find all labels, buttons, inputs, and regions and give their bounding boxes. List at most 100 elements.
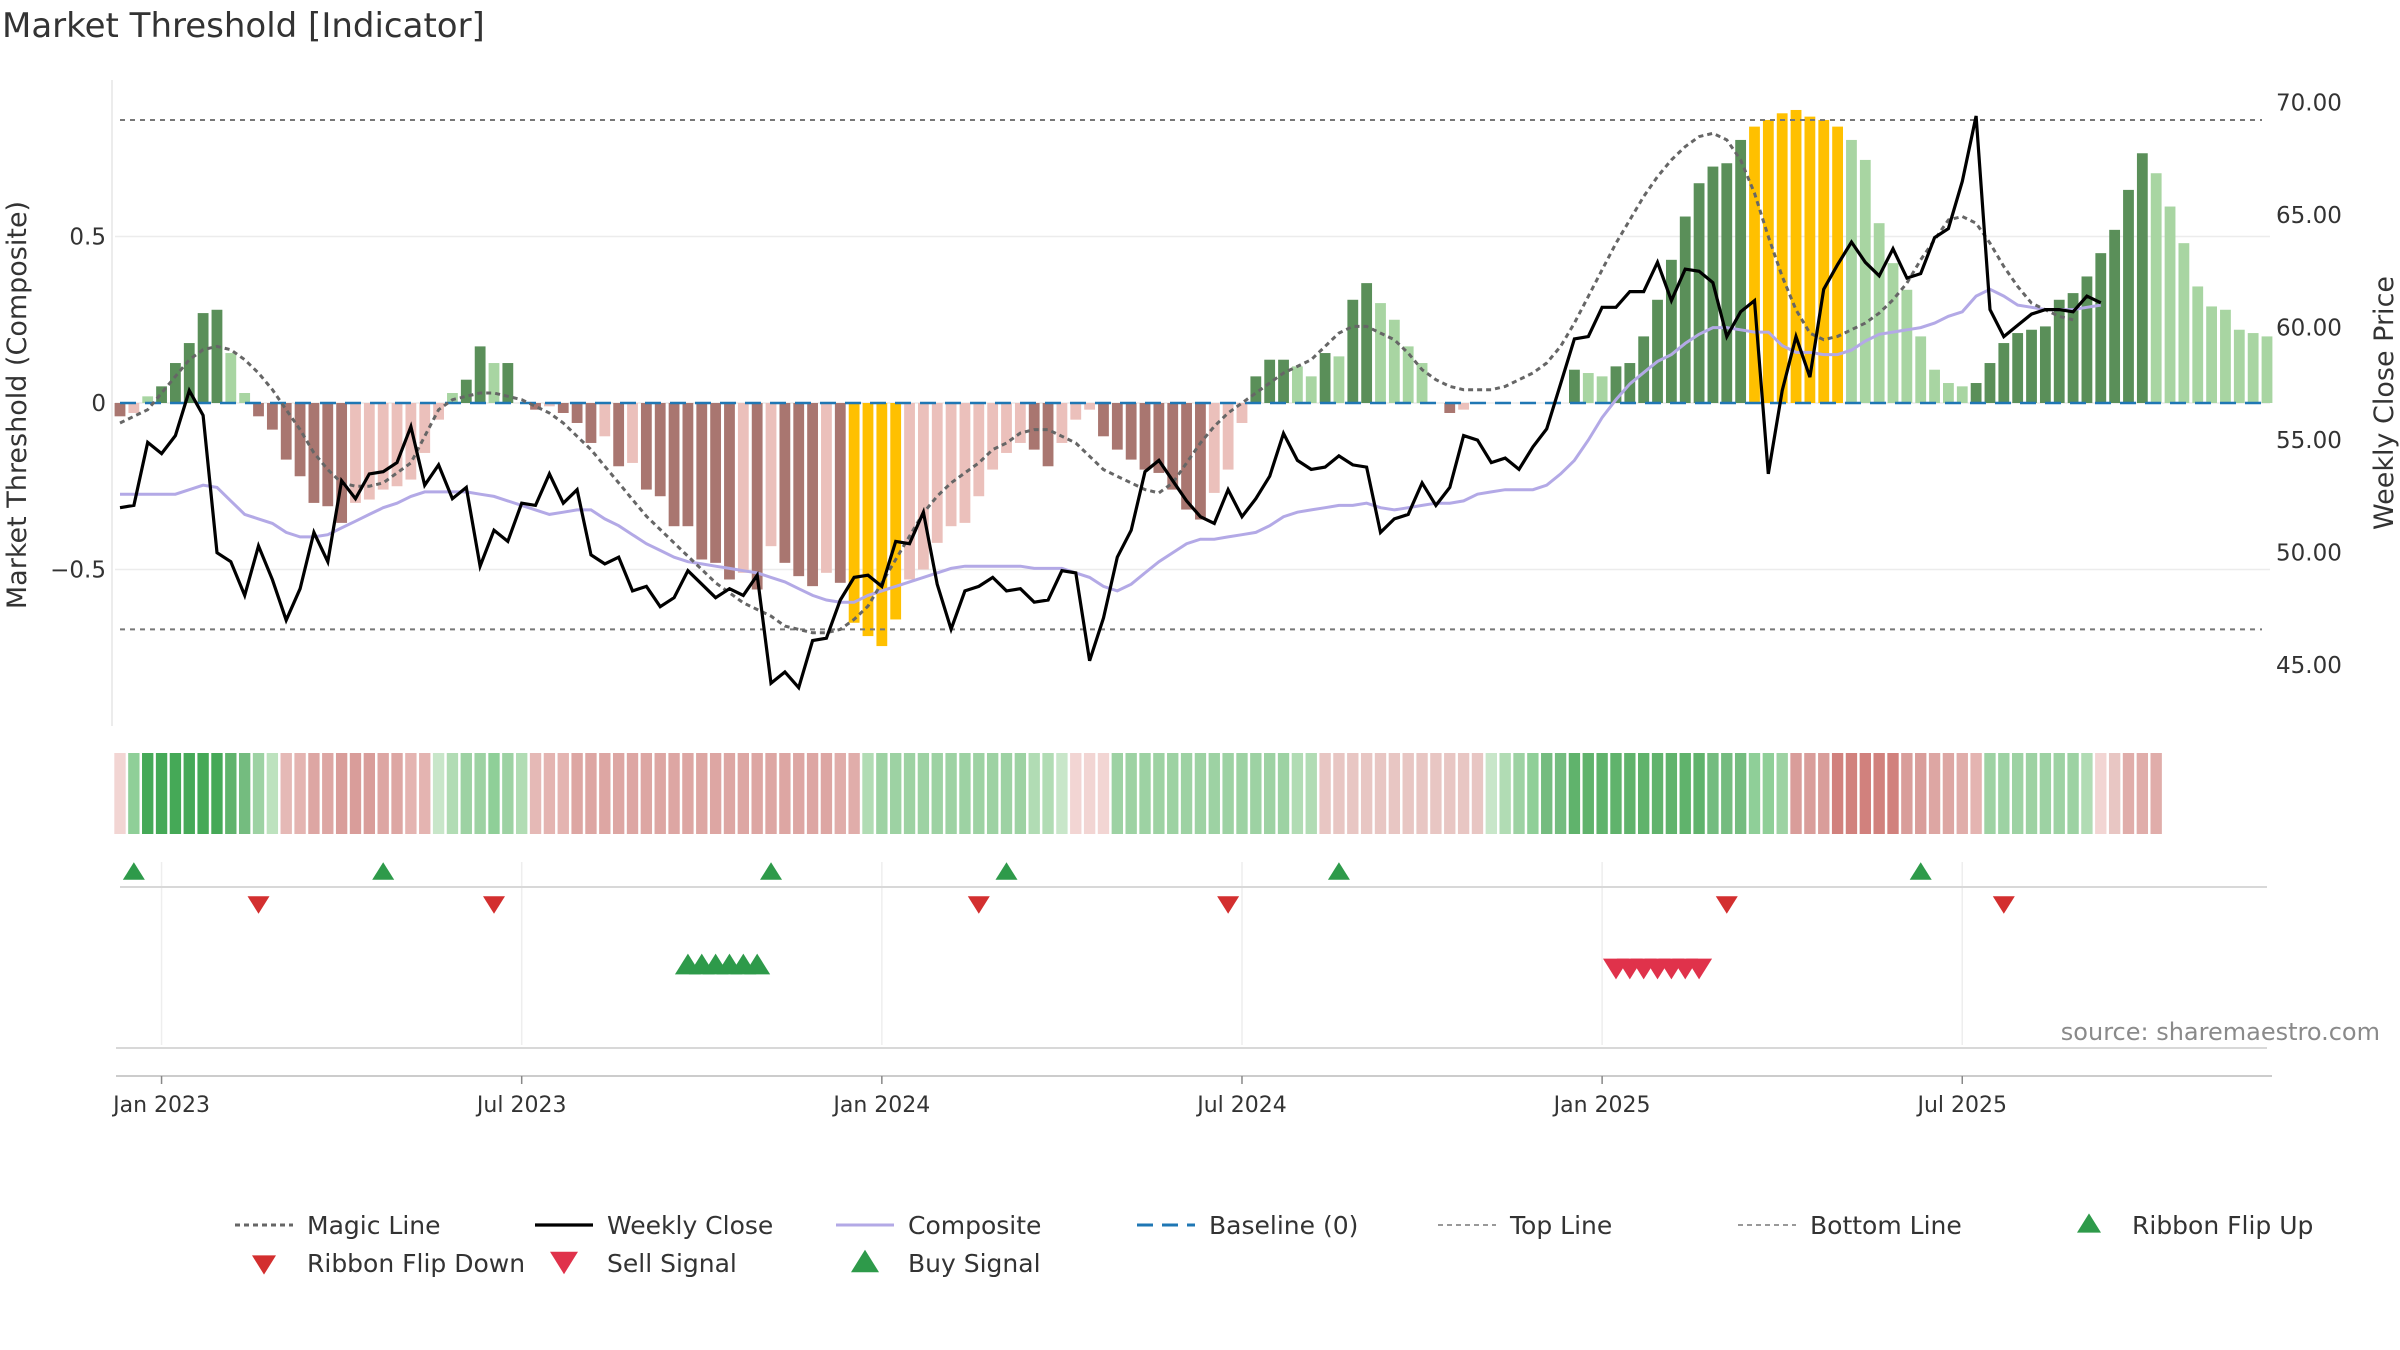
composite-bars xyxy=(114,109,2273,647)
ribbon-cell-18 xyxy=(363,753,376,834)
legend-label-bottom: Bottom Line xyxy=(1810,1211,1962,1240)
ribbon-cell-60 xyxy=(945,753,957,834)
composite-bar-74 xyxy=(1139,403,1151,470)
ribbon-cell-98 xyxy=(1471,753,1484,834)
ribbon-cell-2 xyxy=(142,753,154,834)
composite-bar-111 xyxy=(1652,299,1663,403)
composite-bar-130 xyxy=(1915,336,1927,403)
y-tick-label-0: 0.5 xyxy=(69,225,106,251)
composite-bar-54 xyxy=(862,403,874,637)
ribbon-cell-124 xyxy=(1831,753,1844,834)
composite-bar-96 xyxy=(1444,403,1456,413)
magic-line xyxy=(119,131,2074,635)
ribbon-cell-79 xyxy=(1208,753,1220,834)
ribbon-cell-85 xyxy=(1291,753,1304,834)
ribbon-cell-62 xyxy=(973,753,985,834)
x-axis: Jan 2023 Jul 2023 Jan 2024 Jul 2024 Jan 2025… xyxy=(111,1075,2272,1118)
composite-bar-17 xyxy=(350,403,361,503)
ribbon-cell-111 xyxy=(1651,753,1664,834)
composite-bar-105 xyxy=(1569,369,1580,403)
ribbon-cell-104 xyxy=(1554,753,1567,834)
composite-bar-107 xyxy=(1596,376,1608,403)
ribbon-cell-36 xyxy=(612,753,625,834)
composite-bar-73 xyxy=(1125,403,1137,460)
composite-bar-63 xyxy=(987,403,999,470)
legend-label-close: Weekly Close xyxy=(607,1211,773,1240)
ribbon-cell-29 xyxy=(516,753,528,834)
ribbon-cell-0 xyxy=(114,753,126,834)
composite-bar-71 xyxy=(1098,403,1109,437)
composite-bar-35 xyxy=(599,403,611,437)
composite-bar-148 xyxy=(2164,206,2176,403)
ribbon-cell-71 xyxy=(1097,753,1110,834)
composite-bar-55 xyxy=(876,403,888,647)
composite-bar-19 xyxy=(377,403,389,490)
composite-bar-57 xyxy=(904,403,915,580)
ribbon-cell-143 xyxy=(2095,753,2107,834)
legend-label-flip_up: Ribbon Flip Up xyxy=(2132,1211,2313,1240)
ribbon-cell-147 xyxy=(2150,753,2162,834)
composite-bar-122 xyxy=(1804,116,1816,403)
composite-bar-144 xyxy=(2109,229,2121,403)
ribbon-cell-67 xyxy=(1042,753,1054,834)
composite-bar-20 xyxy=(391,403,403,487)
ribbon-cell-122 xyxy=(1804,753,1816,834)
ribbon-cell-52 xyxy=(834,753,846,834)
ribbon-cell-112 xyxy=(1665,753,1678,834)
ribbon-cell-76 xyxy=(1167,753,1179,834)
ribbon-cell-24 xyxy=(446,753,459,834)
legend-item-magic: Magic Line xyxy=(235,1211,441,1240)
composite-bar-82 xyxy=(1250,376,1262,403)
legend-item-sell: Sell Signal xyxy=(550,1249,737,1278)
composite-bar-8 xyxy=(225,353,237,403)
ribbon-cell-119 xyxy=(1762,753,1775,834)
composite-bar-39 xyxy=(654,403,666,497)
ribbon-cell-42 xyxy=(696,753,708,834)
composite-bar-72 xyxy=(1111,403,1123,450)
ribbon-cell-74 xyxy=(1139,753,1151,834)
ribbon-cell-1 xyxy=(128,753,140,834)
ribbon-cell-3 xyxy=(155,753,168,834)
y-axis-label-left: Market Threshold (Composite) xyxy=(2,201,33,609)
legend-item-flip_up: Ribbon Flip Up xyxy=(2077,1211,2313,1240)
ribbon-cell-38 xyxy=(640,753,653,834)
composite-bar-36 xyxy=(613,403,625,467)
composite-bar-147 xyxy=(2150,173,2162,403)
ribbon-cell-41 xyxy=(682,753,694,834)
ribbon-cell-96 xyxy=(1444,753,1456,834)
legend-label-buy: Buy Signal xyxy=(908,1249,1041,1278)
composite-bar-10 xyxy=(253,403,264,417)
composite-bar-27 xyxy=(488,363,500,403)
ribbon-cell-56 xyxy=(890,753,902,834)
ribbon-cell-70 xyxy=(1083,753,1096,834)
composite-bar-84 xyxy=(1278,359,1289,403)
ribbon-cell-97 xyxy=(1457,753,1470,834)
composite-bar-143 xyxy=(2095,253,2107,403)
ribbon-cell-140 xyxy=(2053,753,2065,834)
flip-panel xyxy=(120,862,2267,1045)
ribbon-cell-103 xyxy=(1541,753,1553,834)
ribbon-cell-73 xyxy=(1125,753,1137,834)
ribbon-cell-80 xyxy=(1222,753,1234,834)
composite-bar-48 xyxy=(779,403,791,563)
ribbon-cell-20 xyxy=(391,753,403,834)
ribbon-cell-93 xyxy=(1402,753,1414,834)
y2-tick-label-1: 65.00 xyxy=(2276,203,2342,229)
composite-bar-3 xyxy=(156,386,167,403)
legend-label-flip_down: Ribbon Flip Down xyxy=(307,1249,525,1278)
composite-bar-116 xyxy=(1721,163,1733,403)
ribbon-cell-40 xyxy=(668,753,680,834)
composite-bar-155 xyxy=(2261,336,2273,403)
ribbon-flip-up-0 xyxy=(122,862,145,880)
composite-bar-65 xyxy=(1014,403,1026,443)
composite-bar-80 xyxy=(1222,403,1234,470)
y-tick-label-1: 0 xyxy=(91,391,106,417)
composite-bar-5 xyxy=(183,343,195,403)
ribbon-flip-up-3 xyxy=(995,862,1018,880)
composite-bar-137 xyxy=(2012,333,2024,403)
composite-bar-93 xyxy=(1402,346,1414,403)
composite-bar-60 xyxy=(945,403,957,527)
composite-bar-45 xyxy=(737,403,749,573)
ribbon-cell-27 xyxy=(488,753,500,834)
composite-bar-151 xyxy=(2206,306,2217,403)
